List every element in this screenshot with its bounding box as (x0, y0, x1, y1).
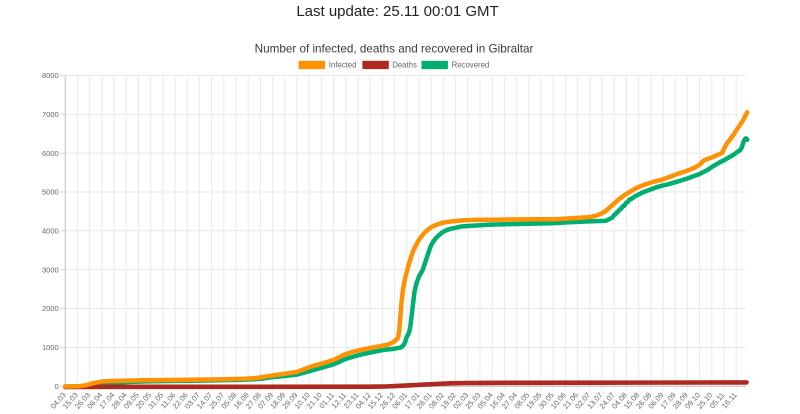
svg-text:Number of infected, deaths and: Number of infected, deaths and recovered… (255, 43, 534, 56)
svg-text:7000: 7000 (42, 110, 59, 119)
svg-text:2000: 2000 (42, 304, 59, 313)
svg-text:Infected: Infected (329, 61, 357, 70)
svg-text:1000: 1000 (42, 343, 59, 352)
svg-text:5000: 5000 (42, 188, 59, 197)
svg-text:Recovered: Recovered (452, 61, 490, 70)
svg-text:Last update: 25.11 00:01 GMT: Last update: 25.11 00:01 GMT (296, 3, 498, 20)
svg-text:Deaths: Deaths (392, 61, 417, 70)
svg-text:0: 0 (55, 382, 59, 391)
svg-text:6000: 6000 (42, 149, 59, 158)
svg-text:3000: 3000 (42, 265, 59, 274)
svg-text:4000: 4000 (42, 227, 59, 236)
svg-text:8000: 8000 (42, 71, 59, 80)
